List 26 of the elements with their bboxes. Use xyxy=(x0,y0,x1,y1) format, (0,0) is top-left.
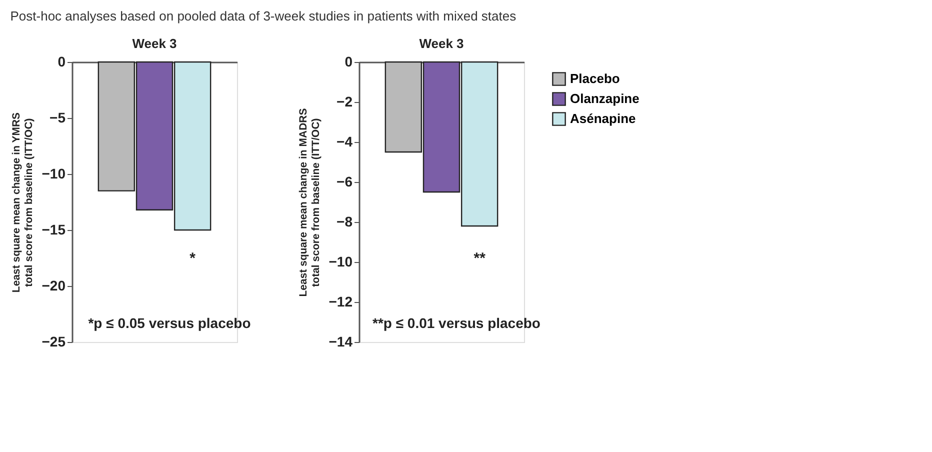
chart-title: Week 3 xyxy=(419,36,464,51)
legend-label: Placebo xyxy=(570,71,620,86)
y-tick-label: 0 xyxy=(58,54,66,70)
y-tick-label: 0 xyxy=(344,54,353,70)
y-tick-label: −2 xyxy=(336,94,353,110)
y-axis-title: Least square mean change in MADRS total score from baseline (ITT/OC) xyxy=(297,108,322,297)
y-tick-label: −8 xyxy=(336,214,353,230)
legend-label: Asénapine xyxy=(570,111,636,126)
chart-title: Week 3 xyxy=(132,36,177,51)
annotation: ** xyxy=(474,250,486,267)
y-axis-title: Least square mean change in YMRS total score from baseline (ITT/OC) xyxy=(10,112,35,293)
y-tick-label: −6 xyxy=(336,174,353,190)
annotation: **p ≤ 0.01 versus placebo xyxy=(372,315,540,331)
legend-label: Olanzapine xyxy=(570,91,640,106)
y-tick-label: −10 xyxy=(328,254,353,270)
y-tick-label: −4 xyxy=(336,134,353,150)
y-tick-label: −10 xyxy=(42,166,66,182)
y-tick-label: −14 xyxy=(328,334,353,350)
y-tick-label: −12 xyxy=(328,294,353,310)
annotation: * xyxy=(190,250,196,267)
y-tick-label: −25 xyxy=(42,334,66,350)
text: Post-hoc analyses based on pooled data of 3-week studies in patients with mixed states xyxy=(10,8,517,24)
y-tick-label: −20 xyxy=(42,278,66,294)
y-tick-label: −15 xyxy=(42,222,66,238)
annotation: *p ≤ 0.05 versus placebo xyxy=(88,315,251,331)
y-tick-label: −5 xyxy=(50,110,66,126)
